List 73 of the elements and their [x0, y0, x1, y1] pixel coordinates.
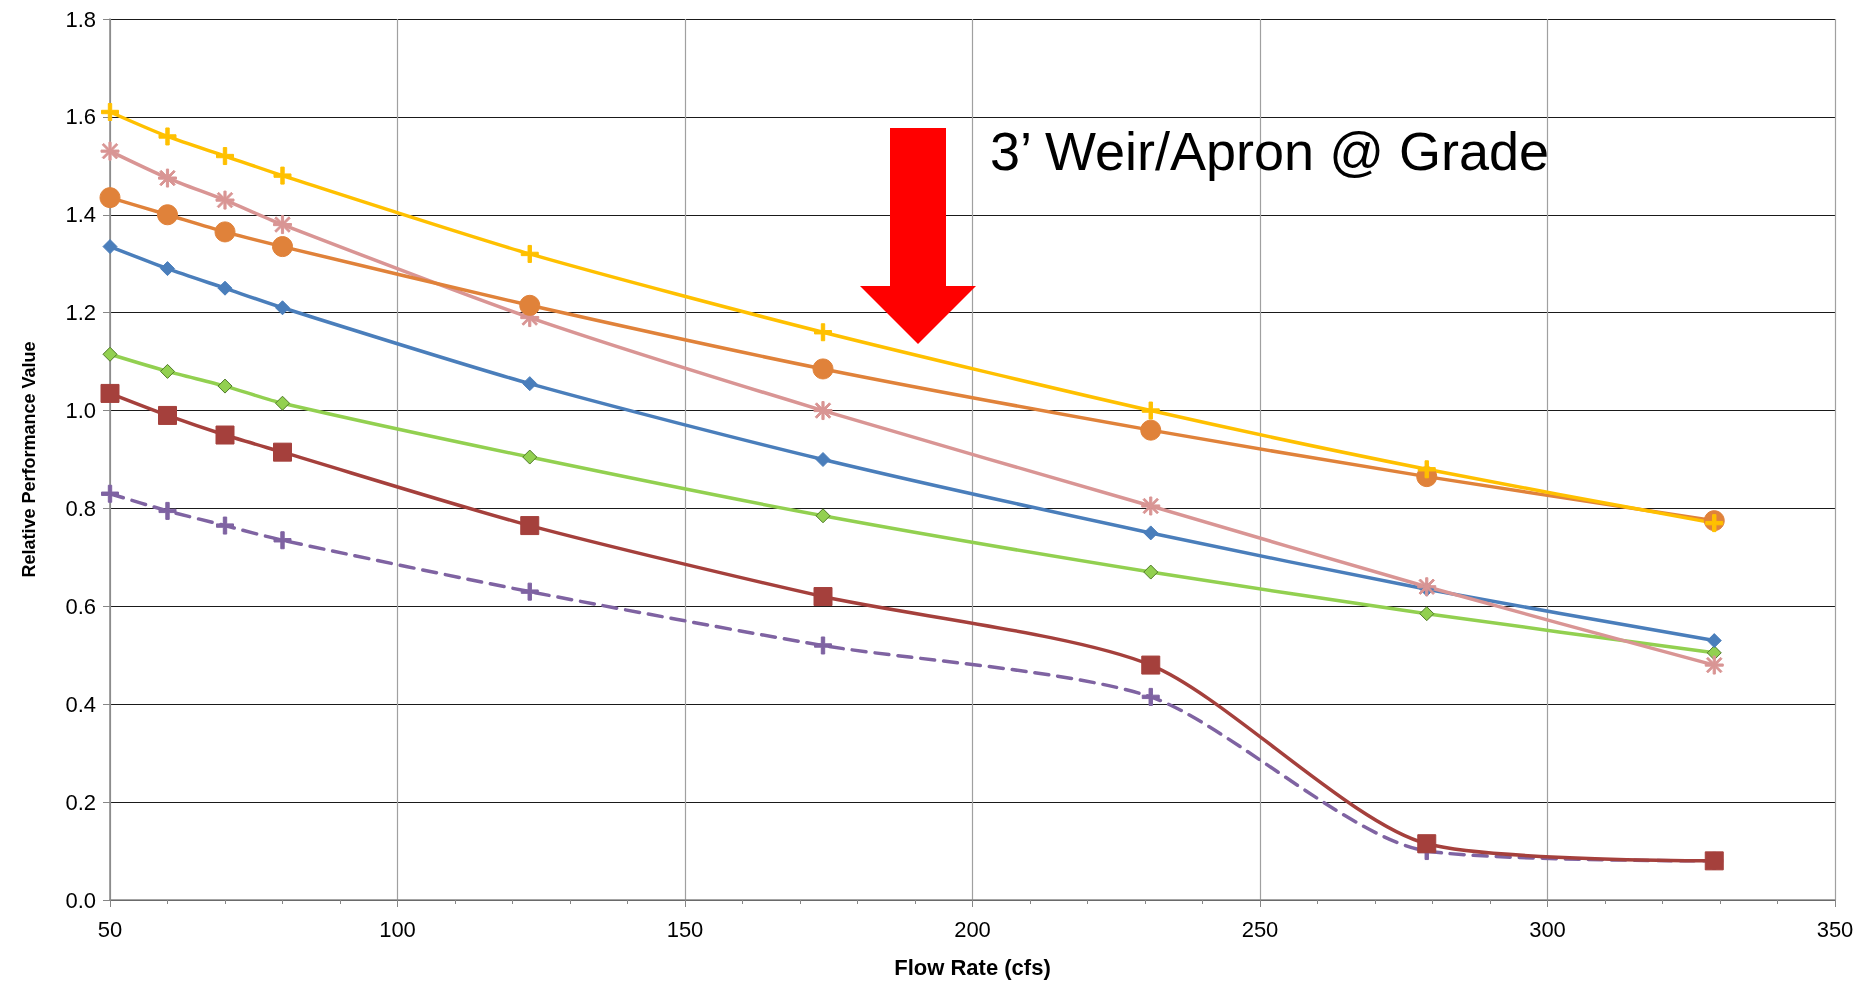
y-axis-title: Relative Performance Value — [19, 341, 39, 578]
point — [1417, 834, 1437, 854]
point — [522, 449, 538, 465]
x-tick-label: 300 — [1529, 916, 1566, 942]
point — [217, 280, 233, 296]
point — [1141, 496, 1161, 516]
point — [815, 508, 831, 524]
point — [1419, 606, 1435, 622]
x-tick-label: 50 — [97, 916, 123, 942]
point — [102, 239, 118, 255]
point — [815, 452, 831, 467]
point — [215, 425, 235, 445]
x-tick-label: 100 — [379, 916, 416, 942]
point — [520, 582, 539, 601]
x-tick-label: 350 — [1816, 916, 1854, 942]
point — [275, 395, 290, 411]
y-tick-label: 0.6 — [65, 593, 96, 619]
point — [160, 363, 175, 379]
point — [273, 166, 292, 185]
point — [1140, 419, 1162, 441]
point — [273, 442, 292, 462]
point — [102, 346, 118, 362]
point — [160, 261, 175, 277]
point — [1143, 564, 1159, 580]
point — [158, 127, 177, 146]
x-tick-label: 200 — [954, 916, 991, 942]
point — [216, 516, 234, 535]
y-tick-label: 1.8 — [65, 6, 96, 32]
point — [814, 323, 832, 342]
point — [814, 636, 832, 655]
point — [100, 383, 120, 403]
x-axis-title: Flow Rate (cfs) — [894, 954, 1051, 980]
point — [813, 401, 833, 421]
y-tick-label: 1.6 — [65, 104, 96, 130]
point — [813, 587, 833, 607]
point — [1706, 633, 1722, 649]
y-tick-label: 0.0 — [65, 887, 96, 913]
point — [1704, 655, 1724, 675]
point — [272, 236, 293, 258]
annotation: 3’ Weir/Apron @ Grade — [990, 120, 1550, 182]
point — [157, 204, 178, 226]
x-tick-label: 250 — [1241, 916, 1279, 942]
point — [216, 147, 234, 166]
point — [520, 244, 539, 263]
point — [1141, 687, 1160, 706]
point — [158, 501, 177, 520]
y-tick-label: 1.2 — [65, 300, 96, 326]
point — [812, 358, 834, 380]
point — [519, 294, 541, 316]
point — [273, 531, 292, 550]
point — [1141, 401, 1160, 420]
y-tick-label: 0.8 — [65, 495, 96, 521]
point — [100, 141, 120, 161]
point — [522, 376, 538, 392]
y-tick-label: 1.4 — [65, 202, 96, 228]
point — [1141, 655, 1161, 675]
point — [273, 215, 292, 235]
point — [1417, 460, 1436, 479]
point — [520, 516, 540, 536]
point — [99, 187, 121, 209]
y-tick-label: 0.2 — [65, 789, 96, 815]
y-tick-label: 0.4 — [65, 691, 96, 717]
point — [215, 190, 235, 210]
point — [275, 300, 290, 316]
y-tick-label: 1.0 — [65, 398, 96, 424]
point — [101, 102, 119, 121]
point — [1143, 525, 1159, 541]
point — [158, 168, 177, 188]
point — [101, 484, 119, 503]
x-tick-label: 150 — [666, 916, 704, 942]
point — [158, 405, 177, 425]
point — [214, 221, 236, 243]
point — [217, 378, 233, 394]
